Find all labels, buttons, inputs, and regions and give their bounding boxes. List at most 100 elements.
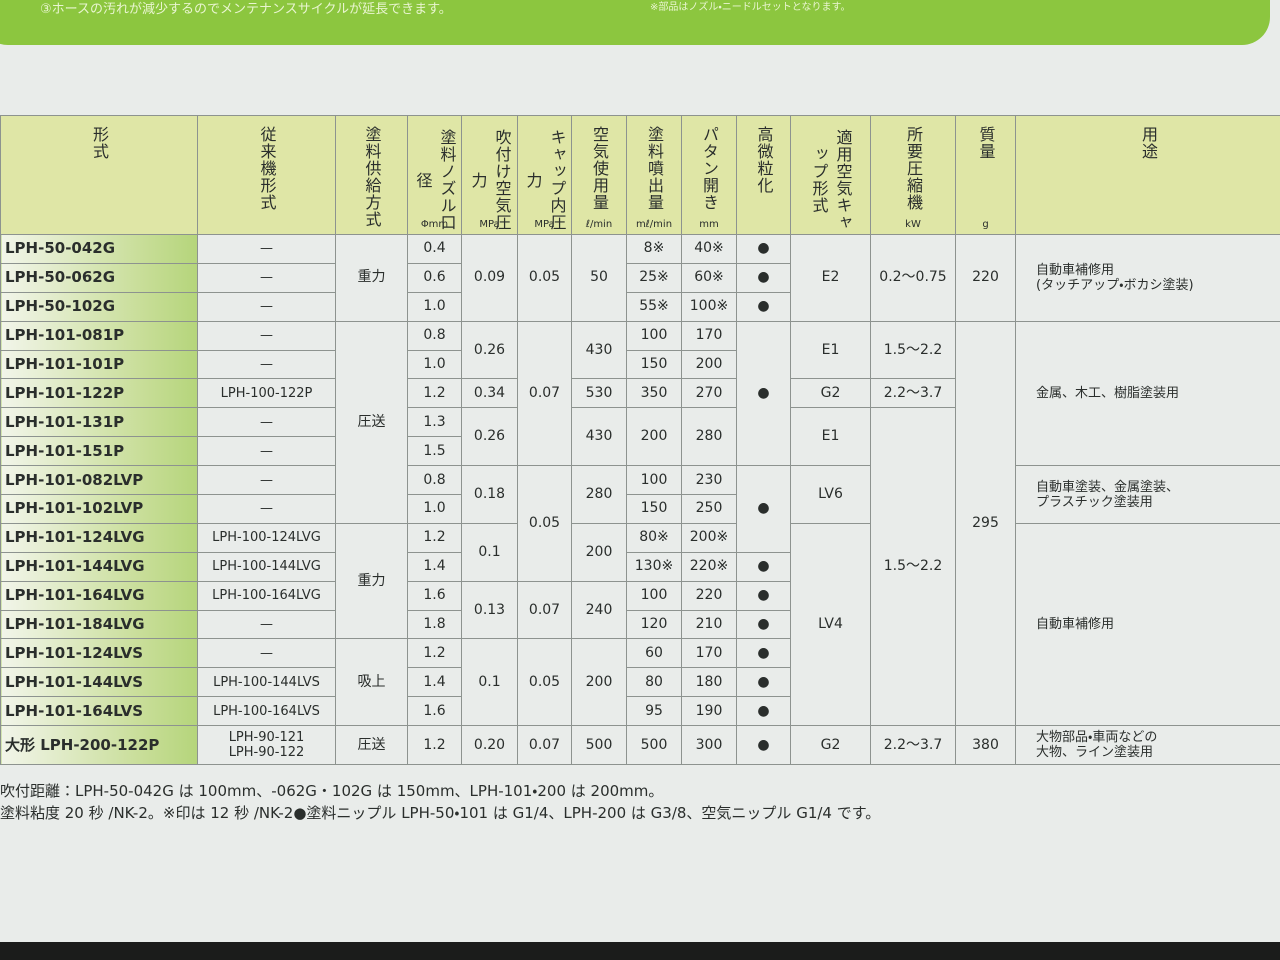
table-row: LPH-101-164LVG LPH-100-164LVG 1.6 0.13 0.07 2… (0, 580, 1280, 640)
table-cell: 2.2〜3.7 (870, 725, 956, 766)
table-row: LPH-101-124LVS — 吸上 1.2 0.1 0.05 200 60 170 ● (0, 638, 1280, 727)
table-cell: 0.18 (461, 465, 518, 524)
table-cell: ● (736, 262, 791, 293)
table-cell: 0.07 (517, 725, 572, 766)
table-cell: 220※ (681, 551, 737, 582)
table-cell: 280 (571, 465, 627, 524)
table-cell: 200 (571, 638, 627, 727)
cell-line: プラスチック塗装用 (1036, 494, 1153, 510)
table-cell: LPH-101-144LVS (0, 667, 198, 698)
table-cell: 0.05 (517, 465, 572, 582)
cell-line: LPH-90-122 (228, 745, 305, 761)
table-cell: 50 (571, 234, 627, 322)
table-cell: LPH-100-144LVS (197, 667, 336, 698)
column-header: 所要圧縮機 kW (870, 115, 956, 235)
column-header: 空気使用量 ℓ/min (571, 115, 627, 235)
table-cell: ● (736, 320, 791, 467)
column-header: 用途 (1015, 115, 1280, 235)
table-cell: 2.2〜3.7 (870, 378, 956, 409)
header-unit: MPa (479, 219, 500, 230)
table-cell: 0.26 (461, 320, 518, 380)
table-cell: LPH-101-124LVS (0, 638, 198, 669)
table-cell: 1.5〜2.2 (870, 407, 956, 727)
table-cell: 1.2 (407, 378, 462, 409)
table-cell: LPH-50-102G (0, 291, 198, 322)
header-unit: Φmm (420, 219, 449, 230)
header-name: 塗料ノズル口径 (413, 129, 457, 231)
table-cell: 自動車補修用 (タッチアップ・ボカシ塗装) (1015, 234, 1280, 322)
table-cell: 210 (681, 609, 737, 640)
table-cell: E2 (790, 234, 871, 322)
table-cell: 1.4 (407, 667, 462, 698)
table-cell: LPH-101-102LVP (0, 494, 198, 524)
column-header: 吹付け空気圧力 MPa (461, 115, 518, 235)
table-cell: LPH-101-164LVS (0, 696, 198, 727)
table-cell: — (197, 234, 336, 264)
header-name: 用途 (1139, 126, 1158, 160)
table-cell: 1.6 (407, 696, 462, 727)
table-cell: G2 (790, 725, 871, 766)
table-row: LPH-101-144LVS LPH-100-144LVS 1.4 80 180 ● (0, 667, 1280, 698)
table-cell: — (197, 638, 336, 669)
table-cell: 200 (681, 349, 737, 380)
header-name: 塗料供給方式 (362, 126, 382, 228)
table-cell: ● (736, 291, 791, 322)
table-cell: LPH-101-184LVG (0, 609, 198, 640)
spec-table: 形式 従来機形式 塗料供給方式 塗料ノズル口径 Φmm 吹付け空気圧力 MPa キャップ内圧力… (0, 115, 1280, 766)
header-unit: MPa (534, 219, 555, 230)
table-cell: 圧送 (335, 320, 408, 524)
header-name: 適用空気キャップ形式 (809, 129, 853, 231)
table-row: LPH-101-164LVS LPH-100-164LVS 1.6 95 190 ● (0, 696, 1280, 727)
table-row: LPH-101-102LVP — 1.0 150 250 (0, 494, 1280, 524)
table-cell: 0.2〜0.75 (870, 234, 956, 322)
table-cell: 1.0 (407, 291, 462, 322)
table-cell: G2 (790, 378, 871, 409)
table-cell: E1 (790, 407, 871, 467)
banner-note: ※部品はノズル・ニードルセットとなります。 (650, 2, 851, 13)
table-cell: 大物部品・車両などの 大物、ライン塗装用 (1015, 725, 1280, 766)
table-cell: 0.09 (461, 234, 518, 322)
table-cell: 圧送 (335, 725, 408, 766)
table-cell: 295 (955, 320, 1016, 727)
table-cell: 1.2 (407, 725, 462, 766)
table-cell: ● (736, 465, 791, 553)
table-cell: 0.1 (461, 522, 518, 582)
table-cell: 200 (626, 407, 682, 467)
table-cell: 自動車塗装、金属塗装、 プラスチック塗装用 (1015, 465, 1280, 524)
table-cell: LPH-101-144LVG (0, 551, 198, 582)
table-cell: LPH-101-081P (0, 320, 198, 351)
table-cell: 150 (626, 494, 682, 524)
table-cell: 170 (681, 320, 737, 351)
banner: ③ホースの汚れが減少するのでメンテナンスサイクルが延長できます。 ※部品はノズル… (0, 0, 1270, 45)
cell-line: 大物部品・車両などの (1036, 730, 1158, 746)
table-cell: 0.05 (517, 234, 572, 322)
table-cell: E1 (790, 320, 871, 380)
table-cell: 0.20 (461, 725, 518, 766)
column-header: 従来機形式 (197, 115, 336, 235)
table-cell: 1.2 (407, 522, 462, 553)
table-cell: 0.1 (461, 638, 518, 727)
table-cell: 0.05 (517, 638, 572, 727)
table-cell: 100※ (681, 291, 737, 322)
header-unit: mm (699, 219, 719, 230)
table-row: LPH-101-184LVG — 1.8 120 210 ● (0, 609, 1280, 640)
table-cell: LPH-101-122P (0, 378, 198, 409)
header-name: 高微粒化 (754, 126, 774, 194)
header-unit: kW (905, 219, 921, 230)
table-cell: 80※ (626, 522, 682, 553)
header-name: 形式 (90, 126, 109, 160)
table-cell: 0.34 (461, 378, 518, 409)
table-row: 大形 LPH-200-122P LPH-90-121 LPH-90-122 圧送 1.2… (0, 725, 1280, 766)
table-cell: ● (736, 638, 791, 669)
table-cell: LV6 (790, 465, 871, 524)
table-cell: 0.07 (517, 320, 572, 467)
table-cell: ● (736, 580, 791, 611)
table-cell: LPH-101-101P (0, 349, 198, 380)
table-cell: 300 (681, 725, 737, 766)
table-cell: 350 (626, 378, 682, 409)
table-cell: ● (736, 609, 791, 640)
table-cell: 1.0 (407, 494, 462, 524)
cell-line: 自動車補修用 (1036, 262, 1115, 278)
header-row: 形式 従来機形式 塗料供給方式 塗料ノズル口径 Φmm 吹付け空気圧力 MPa キャップ内圧力… (0, 115, 1280, 235)
